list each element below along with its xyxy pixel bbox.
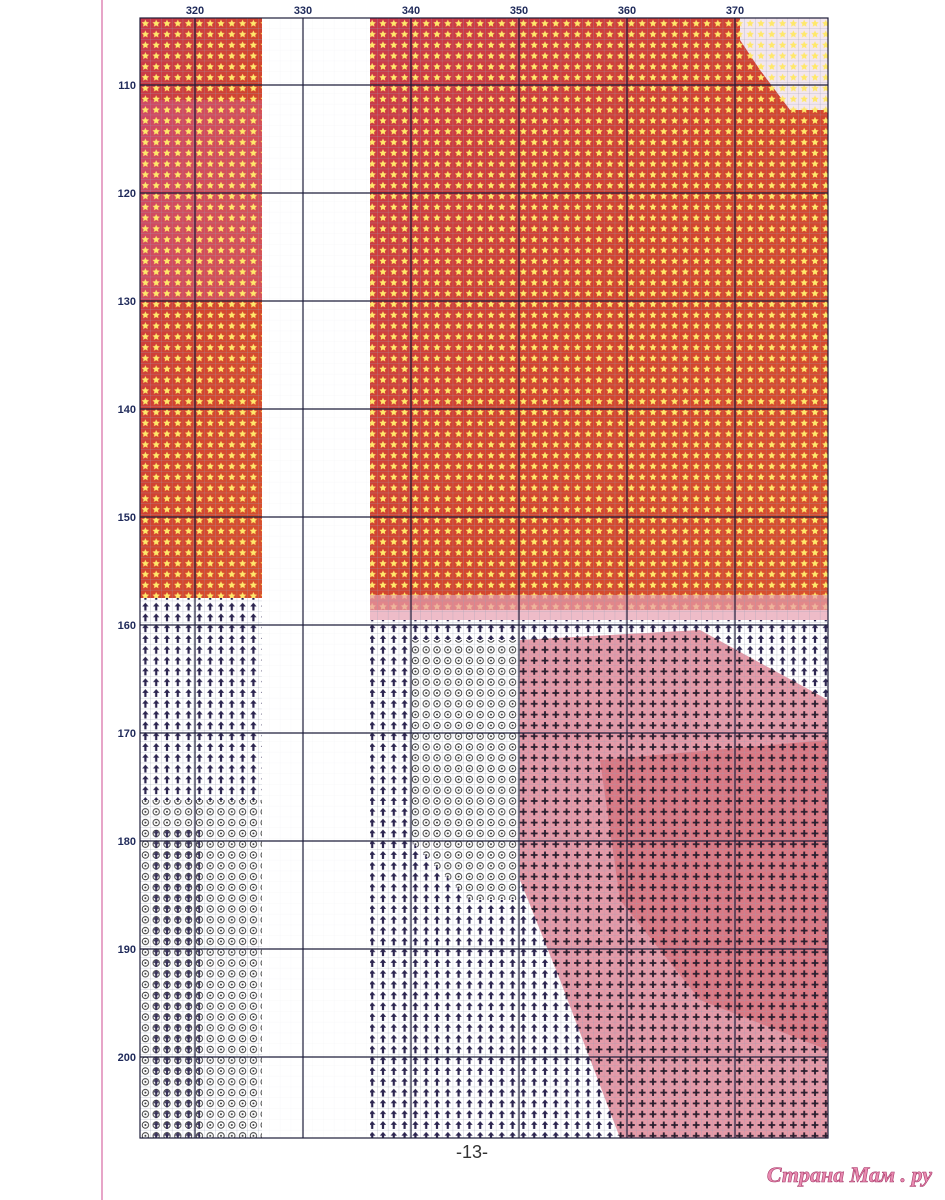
row-label: 110 xyxy=(118,80,136,92)
row-label: 200 xyxy=(118,1052,136,1064)
row-label: 180 xyxy=(118,836,136,848)
page-number: -13- xyxy=(456,1142,488,1162)
row-label: 130 xyxy=(118,296,136,308)
pattern-area xyxy=(139,17,829,1139)
column-label: 320 xyxy=(186,5,204,17)
row-label: 140 xyxy=(118,404,136,416)
column-label: 330 xyxy=(294,5,312,17)
column-label: 350 xyxy=(510,5,528,17)
labels: 320 330 340 350 360 370 110 120 130 140 150 160 170 1… xyxy=(118,5,745,1064)
row-label: 170 xyxy=(118,728,136,740)
row-label: 120 xyxy=(118,188,136,200)
row-label: 160 xyxy=(118,620,136,632)
row-label: 150 xyxy=(118,512,136,524)
row-label: 190 xyxy=(118,944,136,956)
column-label: 370 xyxy=(726,5,744,17)
major-grid xyxy=(140,18,828,1138)
column-label: 360 xyxy=(618,5,636,17)
watermark: Страна Мам . ру xyxy=(767,1162,932,1187)
column-label: 340 xyxy=(402,5,420,17)
